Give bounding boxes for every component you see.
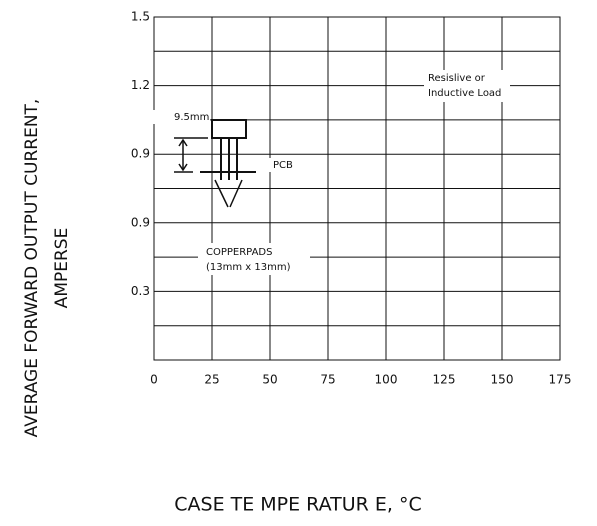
plot-border: [153, 16, 561, 361]
x-tick-label: 100: [375, 373, 398, 387]
y-tick-label: 0.9: [131, 215, 150, 229]
y-tick-label: 0.3: [131, 284, 150, 298]
x-tick-label: 175: [549, 373, 572, 387]
x-tick-label: 0: [150, 373, 158, 387]
grid: [153, 16, 561, 360]
x-tick-label: 25: [204, 373, 219, 387]
label-bg: [260, 158, 300, 172]
annotation: (13mm x 13mm): [206, 262, 291, 273]
x-tick-label: 125: [433, 373, 456, 387]
y-tick-label: 1.5: [131, 10, 150, 24]
x-tick-label: 150: [491, 373, 514, 387]
y-tick-label: 0.9: [131, 147, 150, 161]
label-bg: [198, 243, 310, 275]
y-axis-label: AVERAGE FORWARD OUTPUT CURRENT, AMPERSE: [22, 99, 72, 438]
y-tick-label: 1.2: [131, 78, 150, 92]
x-axis-label: CASE TE MPE RATUR E, °C: [174, 494, 421, 516]
x-tick-label: 75: [320, 373, 335, 387]
y-axis-label-line: AVERAGE FORWARD OUTPUT CURRENT,: [22, 99, 42, 438]
label-bg: [150, 110, 210, 124]
x-tick-label: 50: [262, 373, 277, 387]
annotation: Resislive or: [428, 73, 486, 84]
device-drawing: [174, 119, 256, 208]
annotation: Inductive Load: [428, 88, 501, 99]
annotations: Resislive or Inductive Load COPPERPADS (…: [150, 70, 510, 275]
annotation: COPPERPADS: [206, 247, 272, 258]
y-axis-label-line: AMPERSE: [52, 228, 72, 309]
annotation: 9.5mm: [174, 112, 209, 123]
label-bg: [424, 70, 510, 102]
annotation: PCB: [273, 160, 293, 171]
